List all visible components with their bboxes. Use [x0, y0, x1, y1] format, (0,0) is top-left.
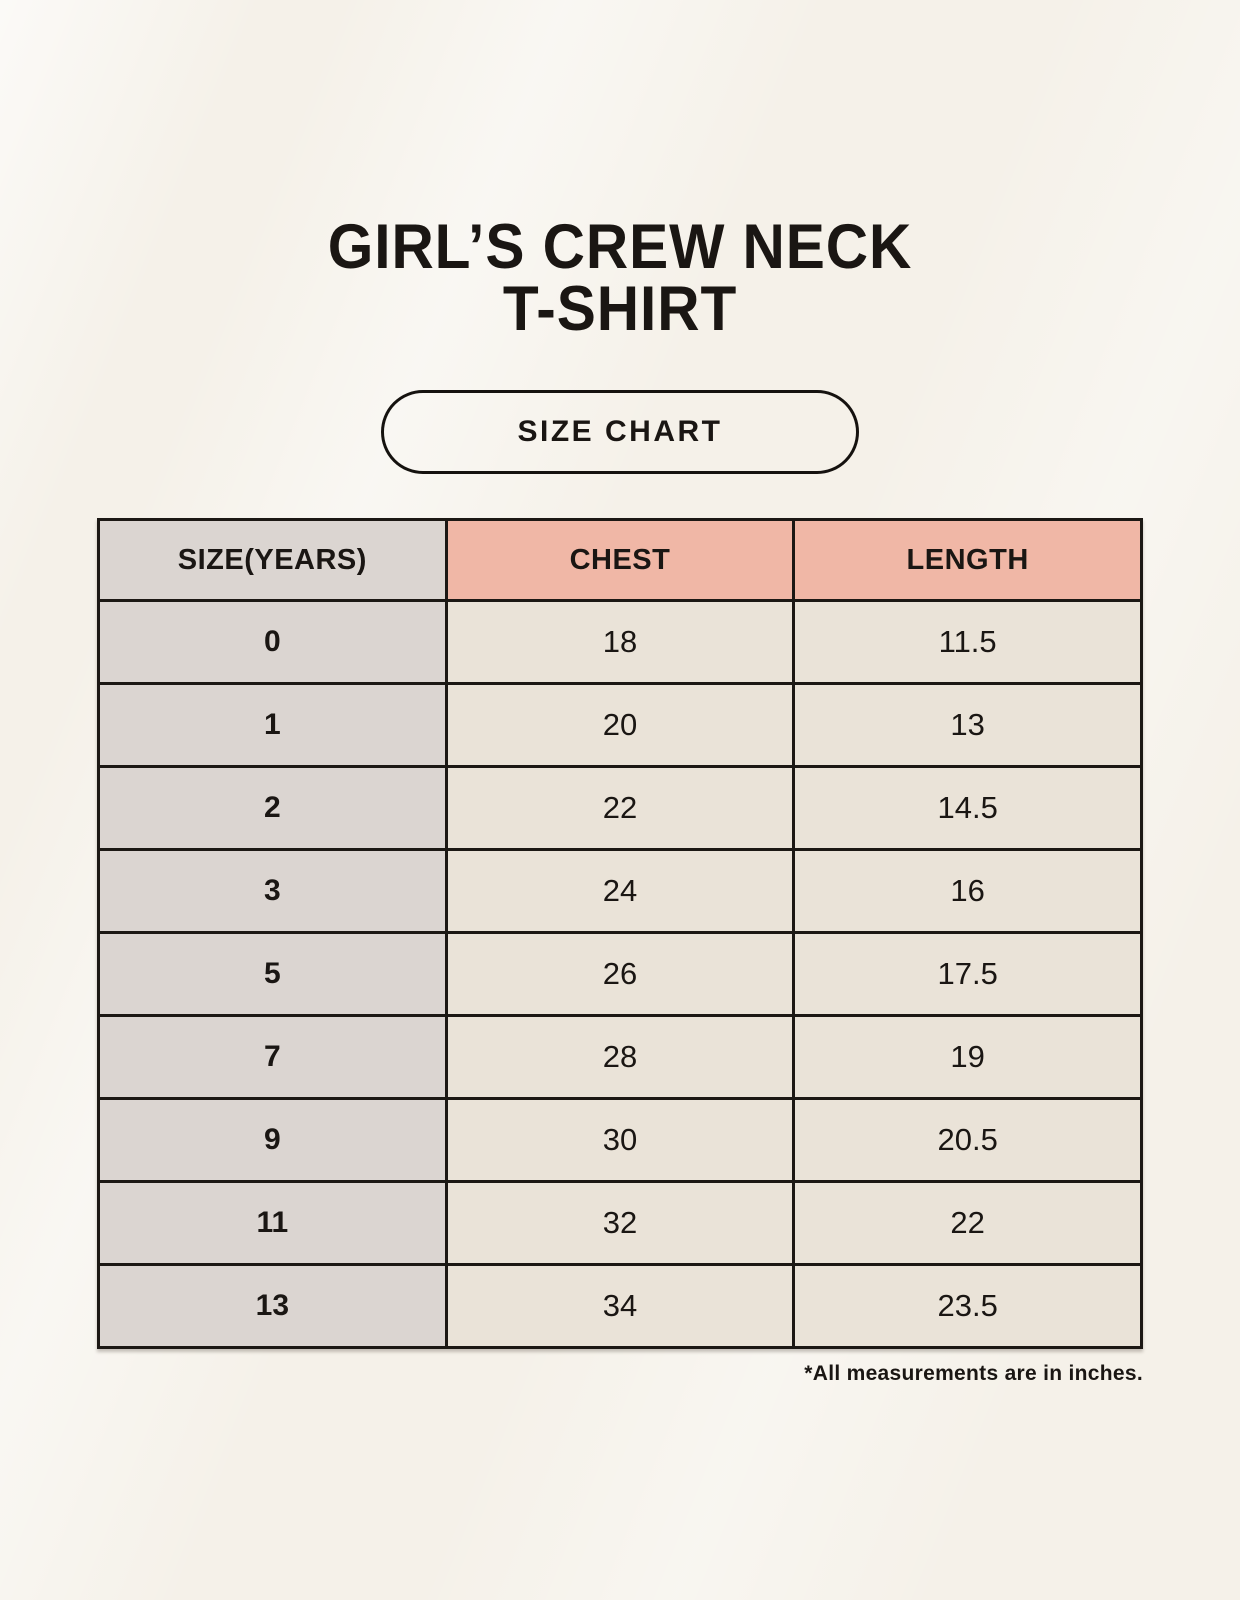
- column-header-chest: CHEST: [444, 518, 796, 602]
- chest-cell: 32: [444, 1180, 796, 1266]
- table-row: 5 26 17.5: [97, 931, 1143, 1017]
- length-cell: 19: [792, 1014, 1143, 1100]
- table-row: 13 34 23.5: [97, 1263, 1143, 1349]
- length-cell: 23.5: [792, 1263, 1143, 1349]
- table-row: 0 18 11.5: [97, 599, 1143, 685]
- size-table: SIZE(YEARS) CHEST LENGTH 0 18 11.5 1 20 13 2 22…: [97, 518, 1143, 1349]
- length-cell: 13: [792, 682, 1143, 768]
- measurement-units-note: *All measurements are in inches.: [804, 1362, 1143, 1385]
- size-years-cell: 9: [97, 1097, 448, 1183]
- size-table-body: 0 18 11.5 1 20 13 2 22 14.5 3 24 16 5 26 17.5 7 28 19 9 30 2…: [97, 599, 1143, 1349]
- size-years-cell: 3: [97, 848, 448, 934]
- size-chart-badge-label: SIZE CHART: [517, 415, 723, 448]
- chest-cell: 28: [444, 1014, 796, 1100]
- chest-cell: 34: [444, 1263, 796, 1349]
- size-years-cell: 7: [97, 1014, 448, 1100]
- table-row: 7 28 19: [97, 1014, 1143, 1100]
- size-years-cell: 2: [97, 765, 448, 851]
- chest-cell: 24: [444, 848, 796, 934]
- chest-cell: 22: [444, 765, 796, 851]
- table-row: 2 22 14.5: [97, 765, 1143, 851]
- chest-cell: 26: [444, 931, 796, 1017]
- page-title-line-2: T-SHIRT: [502, 274, 738, 344]
- length-cell: 16: [792, 848, 1143, 934]
- header-row: SIZE(YEARS) CHEST LENGTH: [97, 518, 1143, 602]
- size-years-cell: 0: [97, 599, 448, 685]
- chest-cell: 18: [444, 599, 796, 685]
- size-table-header: SIZE(YEARS) CHEST LENGTH: [97, 518, 1143, 602]
- length-cell: 20.5: [792, 1097, 1143, 1183]
- size-years-cell: 5: [97, 931, 448, 1017]
- size-years-cell: 13: [97, 1263, 448, 1349]
- table-row: 1 20 13: [97, 682, 1143, 768]
- length-cell: 22: [792, 1180, 1143, 1266]
- length-cell: 11.5: [792, 599, 1143, 685]
- column-header-size-years: SIZE(YEARS): [97, 518, 448, 602]
- table-row: 3 24 16: [97, 848, 1143, 934]
- chest-cell: 30: [444, 1097, 796, 1183]
- size-years-cell: 11: [97, 1180, 448, 1266]
- length-cell: 14.5: [792, 765, 1143, 851]
- size-chart-badge: SIZE CHART: [381, 390, 859, 474]
- chest-cell: 20: [444, 682, 796, 768]
- column-header-length: LENGTH: [792, 518, 1143, 602]
- page-title: GIRL’S CREW NECK T-SHIRT: [43, 0, 1196, 341]
- page-title-line-1: GIRL’S CREW NECK: [327, 212, 913, 282]
- table-row: 11 32 22: [97, 1180, 1143, 1266]
- length-cell: 17.5: [792, 931, 1143, 1017]
- size-years-cell: 1: [97, 682, 448, 768]
- table-row: 9 30 20.5: [97, 1097, 1143, 1183]
